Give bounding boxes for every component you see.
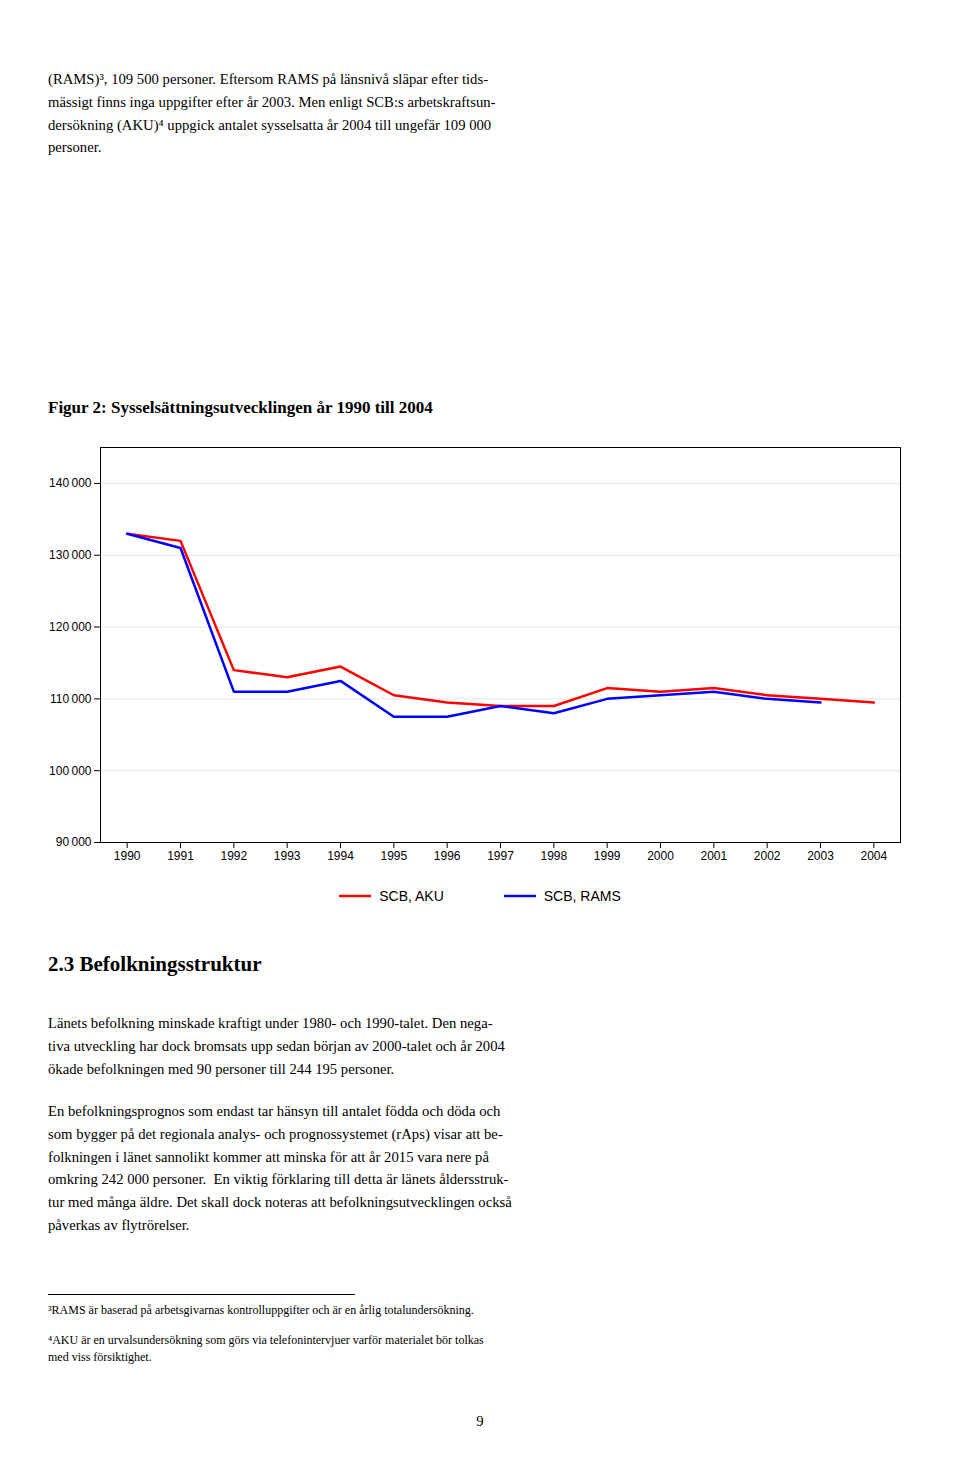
svg-text:1992: 1992: [220, 849, 247, 863]
svg-text:90 000: 90 000: [56, 835, 92, 849]
svg-text:1998: 1998: [540, 849, 567, 863]
svg-text:100 000: 100 000: [49, 764, 92, 778]
html-text:³RAMS är baserad på arbetsgiva: ³RAMS är baserad på arbetsgivarnas kontr…: [48, 1303, 474, 1317]
svg-text:140 000: 140 000: [49, 476, 92, 490]
svg-text:1997: 1997: [487, 849, 514, 863]
svg-text:1999: 1999: [594, 849, 621, 863]
svg-text:110 000: 110 000: [50, 692, 92, 706]
svg-text:1991: 1991: [167, 849, 194, 863]
html-text:2.3 Befolkningsstruktur: 2.3 Befolkningsstruktur: [48, 952, 262, 976]
html-text:Länets befolkning minskade kra: Länets befolkning minskade kraftigt unde…: [48, 1015, 505, 1077]
html-text:Figur 2: Sysselsättningsutveck: Figur 2: Sysselsättningsutvecklingen år …: [48, 398, 433, 417]
svg-text:1993: 1993: [274, 849, 301, 863]
html-text:9: 9: [476, 1413, 484, 1429]
svg-text:1994: 1994: [327, 849, 354, 863]
svg-text:2001: 2001: [700, 849, 727, 863]
svg-text:2000: 2000: [647, 849, 674, 863]
svg-text:1995: 1995: [380, 849, 407, 863]
html-text:SCB, RAMS: SCB, RAMS: [543, 888, 621, 904]
svg-text:2002: 2002: [754, 849, 781, 863]
svg-text:2003: 2003: [807, 849, 834, 863]
html-text:⁴AKU är en urvalsundersökning: ⁴AKU är en urvalsundersökning som görs v…: [48, 1333, 484, 1365]
svg-text:2004: 2004: [860, 849, 887, 863]
svg-text:1996: 1996: [434, 849, 461, 863]
svg-text:120 000: 120 000: [49, 620, 92, 634]
html-text:(RAMS)³, 109 500 personer. Eft: (RAMS)³, 109 500 personer. Eftersom RAMS…: [48, 71, 496, 156]
svg-text:1990: 1990: [114, 849, 141, 863]
html-text:En befolkningsprognos som enda: En befolkningsprognos som endast tar hän…: [48, 1103, 512, 1233]
html-text:SCB, AKU: SCB, AKU: [379, 888, 444, 904]
svg-text:130 000: 130 000: [49, 548, 92, 562]
